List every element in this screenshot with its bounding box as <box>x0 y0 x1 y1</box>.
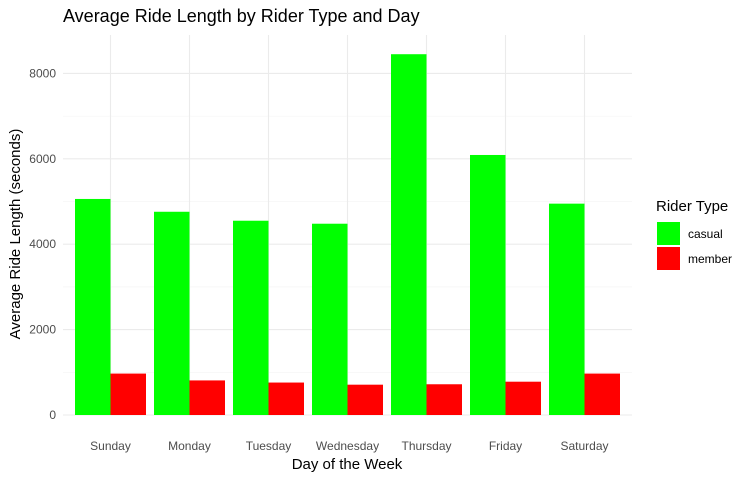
bar-member <box>505 381 541 415</box>
legend-label-casual: casual <box>688 227 723 241</box>
legend-label-member: member <box>688 252 732 266</box>
bar-casual <box>154 211 190 415</box>
x-axis-title: Day of the Week <box>292 456 403 473</box>
y-tick-label: 6000 <box>29 152 56 166</box>
x-tick-label: Sunday <box>90 439 131 453</box>
bar-casual <box>233 220 269 415</box>
legend: Rider Type casual member <box>656 198 732 270</box>
bar-member <box>347 384 383 415</box>
y-tick-label: 8000 <box>29 66 56 80</box>
bar-casual <box>391 54 427 416</box>
x-tick-label: Saturday <box>560 439 608 453</box>
bar-member <box>584 373 620 415</box>
y-axis-title: Average Ride Length (seconds) <box>7 129 24 340</box>
y-axis-ticks: 0 2000 4000 6000 8000 <box>29 66 56 422</box>
x-tick-label: Friday <box>489 439 522 453</box>
bar-member <box>426 384 462 415</box>
x-axis-ticks: Sunday Monday Tuesday Wednesday Thursday Frid… <box>90 439 608 453</box>
y-tick-label: 2000 <box>29 323 56 337</box>
x-tick-label: Thursday <box>401 439 451 453</box>
chart-title: Average Ride Length by Rider Type and Da… <box>63 6 420 26</box>
legend-key-member <box>657 247 680 270</box>
bar-casual <box>312 223 348 415</box>
bar-casual <box>470 154 506 415</box>
x-tick-label: Wednesday <box>316 439 379 453</box>
y-tick-label: 0 <box>49 408 56 422</box>
bar-casual <box>549 203 585 415</box>
legend-key-casual <box>657 222 680 245</box>
bar-member <box>268 382 304 415</box>
bar-casual <box>75 198 111 415</box>
x-tick-label: Monday <box>168 439 211 453</box>
bars <box>75 54 620 416</box>
bar-member <box>189 380 225 415</box>
legend-title: Rider Type <box>656 198 728 215</box>
x-tick-label: Tuesday <box>246 439 292 453</box>
y-tick-label: 4000 <box>29 237 56 251</box>
bar-member <box>110 373 146 415</box>
